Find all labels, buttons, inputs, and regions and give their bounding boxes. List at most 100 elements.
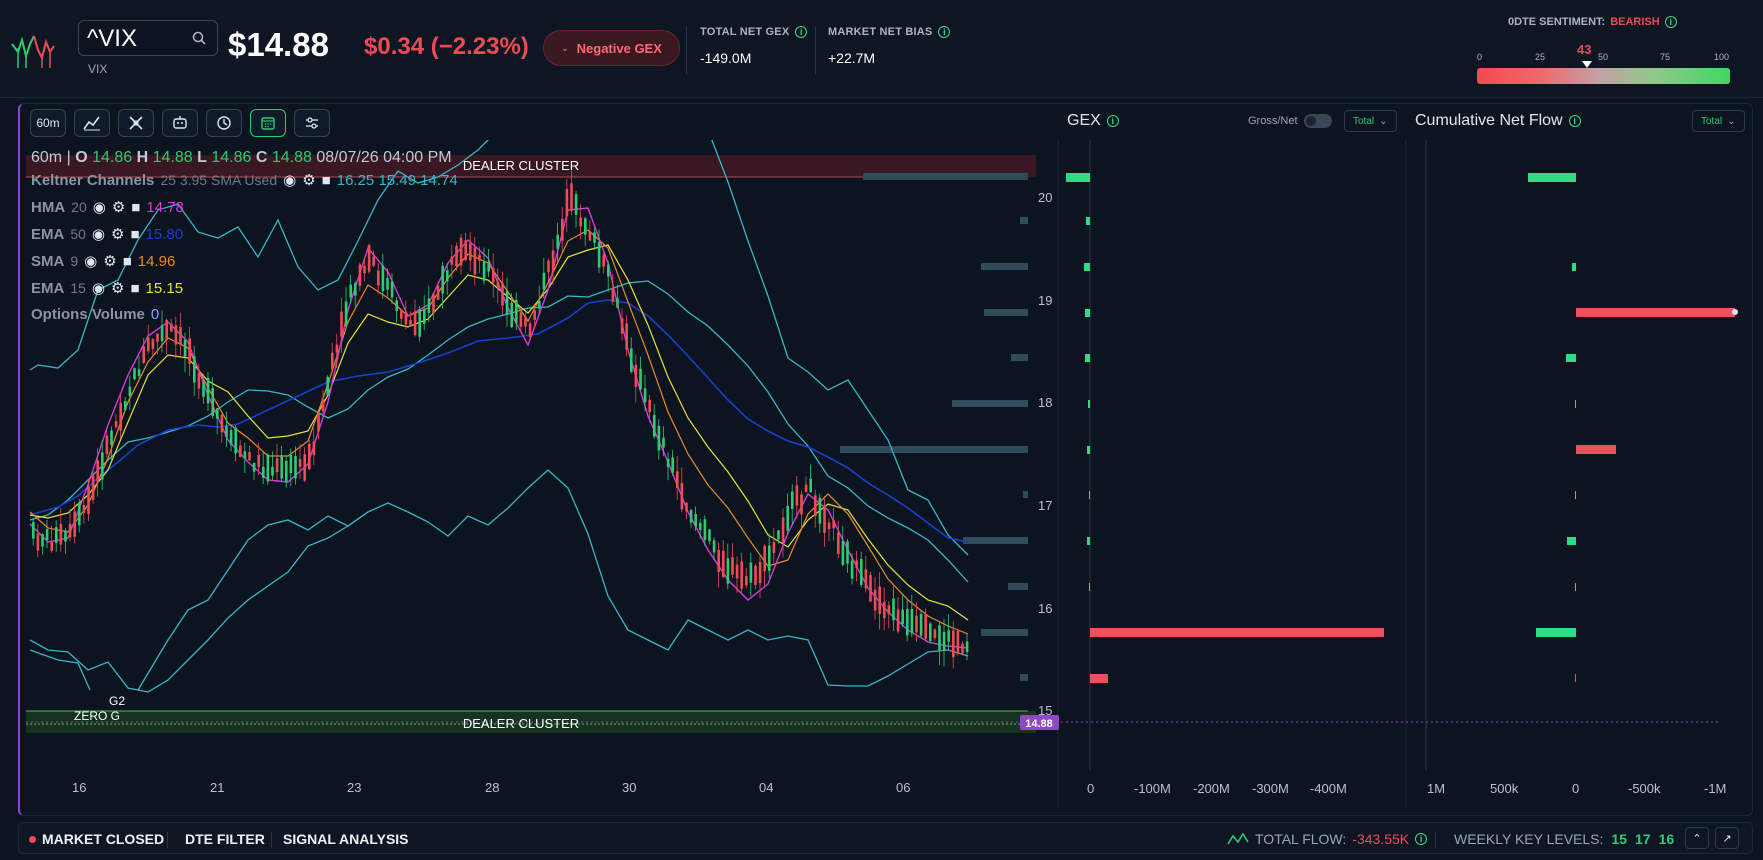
candle-body bbox=[533, 310, 536, 320]
info-icon[interactable]: i bbox=[1415, 833, 1428, 845]
candle-body bbox=[234, 427, 237, 454]
gex-x-label: -300M bbox=[1252, 781, 1289, 796]
cnf-total-select[interactable]: Total ⌄ bbox=[1692, 110, 1745, 132]
legend-hma[interactable]: HMA 20 ◉ ⚙ ■ 14.78 bbox=[31, 198, 184, 217]
candle-body bbox=[556, 234, 559, 249]
candle-body bbox=[547, 260, 550, 273]
info-icon[interactable]: i bbox=[1664, 16, 1677, 28]
candle-body bbox=[183, 339, 187, 357]
info-icon[interactable]: i bbox=[938, 26, 951, 38]
dte-filter-button[interactable]: DTE FILTER bbox=[185, 831, 265, 847]
cnf-x-label: 500k bbox=[1490, 781, 1519, 796]
candle-body bbox=[653, 415, 656, 437]
ticker-input[interactable] bbox=[87, 25, 187, 53]
trash-icon[interactable]: ■ bbox=[130, 225, 140, 243]
gex-x-label: 0 bbox=[1087, 781, 1095, 796]
bot-icon bbox=[173, 116, 187, 129]
drawing-tools-button[interactable] bbox=[118, 109, 154, 137]
candle-body bbox=[266, 454, 270, 482]
market-net-bias-value: +22.7M bbox=[828, 50, 876, 66]
price-chart[interactable]: 14.88 DEALER CLUSTER DEALER CLUSTER G2 Z… bbox=[18, 140, 1758, 810]
eye-icon[interactable]: ◉ bbox=[91, 280, 106, 297]
candle-body bbox=[110, 430, 113, 446]
candle-body bbox=[101, 452, 104, 480]
gear-icon[interactable]: ⚙ bbox=[111, 280, 125, 297]
chart-settings-button[interactable] bbox=[294, 109, 330, 137]
cnf-bar bbox=[1575, 674, 1576, 682]
toggle-switch[interactable] bbox=[1303, 114, 1332, 128]
market-status-label: MARKET CLOSED bbox=[42, 831, 165, 847]
gex-badge-button[interactable]: ⌄ Negative GEX bbox=[543, 30, 680, 66]
y-axis-label: 17 bbox=[1038, 498, 1053, 513]
candle-body bbox=[662, 437, 665, 448]
dealer-cluster-label-bottom: DEALER CLUSTER bbox=[463, 716, 579, 731]
candle-body bbox=[119, 402, 122, 431]
gross-net-toggle[interactable]: Gross/Net bbox=[1248, 114, 1332, 128]
bot-button[interactable] bbox=[162, 109, 198, 137]
ticker-search-box[interactable] bbox=[78, 20, 218, 56]
divider bbox=[1435, 832, 1436, 848]
cnf-bar-marker bbox=[1732, 309, 1738, 315]
trash-icon[interactable]: ■ bbox=[321, 171, 331, 189]
indicator-values: 14.78 bbox=[146, 198, 184, 216]
eye-icon[interactable]: ◉ bbox=[92, 199, 106, 216]
candle-body bbox=[515, 299, 518, 324]
weekly-key-levels: WEEKLY KEY LEVELS: 15 17 16 bbox=[1454, 831, 1674, 847]
replay-button[interactable] bbox=[206, 109, 242, 137]
legend-ema15[interactable]: EMA 15 ◉ ⚙ ■ 15.15 bbox=[31, 279, 183, 298]
eye-icon[interactable]: ◉ bbox=[84, 253, 98, 270]
sentiment-tick: 100 bbox=[1714, 52, 1730, 62]
gex-bar bbox=[1090, 674, 1108, 683]
x-axis-label: 28 bbox=[485, 780, 500, 795]
calendar-button[interactable] bbox=[250, 109, 286, 137]
candle-body bbox=[114, 421, 118, 428]
legend-sma9[interactable]: SMA 9 ◉ ⚙ ■ 14.96 bbox=[31, 252, 175, 271]
divider bbox=[815, 26, 816, 74]
ohlc-l-label: L bbox=[197, 149, 207, 166]
legend-options-volume[interactable]: Options Volume 0 bbox=[31, 306, 159, 323]
trash-icon[interactable]: ■ bbox=[122, 252, 132, 270]
candle-body bbox=[344, 301, 348, 327]
candle-body bbox=[372, 256, 375, 266]
collapse-button[interactable]: ⌃ bbox=[1685, 827, 1709, 849]
candle-body bbox=[593, 232, 596, 243]
info-icon[interactable]: i bbox=[795, 26, 808, 38]
indicator-values: 16.25 15.49 14.74 bbox=[336, 171, 458, 189]
eye-icon[interactable]: ◉ bbox=[283, 172, 297, 189]
gear-icon[interactable]: ⚙ bbox=[302, 172, 316, 189]
gear-icon[interactable]: ⚙ bbox=[111, 199, 126, 216]
candle-body bbox=[823, 505, 826, 534]
eye-icon[interactable]: ◉ bbox=[91, 226, 106, 243]
candle-body bbox=[36, 533, 40, 551]
search-icon[interactable] bbox=[191, 30, 207, 46]
info-icon[interactable]: i bbox=[1106, 115, 1119, 127]
dealer-cluster-label-top: DEALER CLUSTER bbox=[463, 158, 579, 173]
candle-body bbox=[768, 545, 771, 571]
candle-body bbox=[354, 283, 357, 296]
info-icon[interactable]: i bbox=[1568, 115, 1581, 127]
gex-total-select[interactable]: Total ⌄ bbox=[1344, 110, 1397, 132]
interval-button[interactable]: 60m bbox=[30, 109, 66, 137]
indicator-name: HMA bbox=[31, 198, 66, 216]
legend-ema50[interactable]: EMA 50 ◉ ⚙ ■ 15.80 bbox=[31, 225, 183, 244]
trash-icon[interactable]: ■ bbox=[130, 279, 140, 297]
expand-button[interactable]: ↗ bbox=[1715, 827, 1739, 849]
chevron-down-icon: ⌄ bbox=[1727, 115, 1736, 127]
candle-body bbox=[924, 614, 927, 639]
candle-body bbox=[689, 510, 693, 523]
app-logo-icon bbox=[11, 35, 55, 68]
gear-icon[interactable]: ⚙ bbox=[103, 253, 117, 270]
candle-body bbox=[901, 609, 904, 625]
candle-body bbox=[68, 523, 72, 538]
trash-icon[interactable]: ■ bbox=[131, 198, 141, 216]
candle-body bbox=[423, 309, 426, 324]
legend-keltner[interactable]: Keltner Channels 25 3.95 SMA Used ◉ ⚙ ■ … bbox=[31, 171, 458, 190]
candle-body bbox=[285, 460, 288, 483]
gear-icon[interactable]: ⚙ bbox=[111, 226, 125, 243]
ohlc-o-label: O bbox=[75, 149, 88, 166]
cnf-title-text: Cumulative Net Flow bbox=[1415, 112, 1563, 129]
indicators-button[interactable] bbox=[74, 109, 110, 137]
signal-analysis-button[interactable]: SIGNAL ANALYSIS bbox=[283, 831, 409, 847]
gex-title-text: GEX bbox=[1067, 112, 1101, 129]
candle-body bbox=[91, 475, 95, 500]
